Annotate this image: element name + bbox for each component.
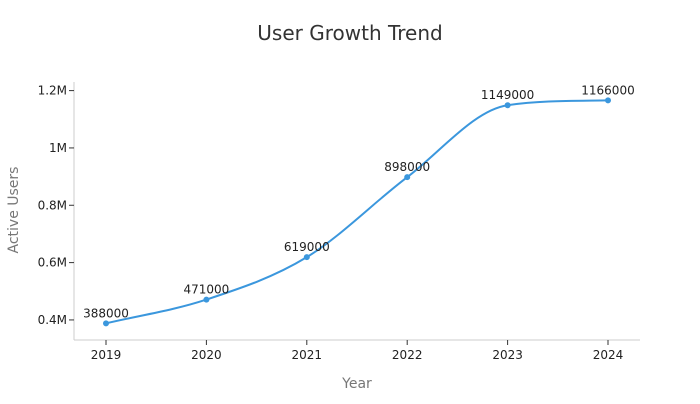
data-point <box>504 102 511 109</box>
data-label: 1166000 <box>581 83 634 97</box>
data-point <box>103 320 109 327</box>
x-tick-label: 2021 <box>292 348 323 362</box>
y-tick-label: 0.4M <box>38 313 67 327</box>
y-ticks: 0.4M 0.6M 0.8M 1M 1.2M <box>38 84 74 327</box>
axes <box>73 82 640 341</box>
x-tick-label: 2022 <box>392 348 423 362</box>
data-label: 471000 <box>183 283 229 297</box>
data-point <box>303 254 310 261</box>
data-point <box>605 97 611 104</box>
x-tick-label: 2019 <box>91 348 122 362</box>
data-label: 388000 <box>83 306 129 320</box>
data-label: 619000 <box>284 240 330 254</box>
x-tick-label: 2020 <box>191 348 222 362</box>
x-ticks: 2019 2020 2021 2022 2023 2024 <box>91 340 624 362</box>
y-axis-title: Active Users <box>6 167 22 254</box>
x-tick-label: 2024 <box>593 348 624 362</box>
y-tick-label: 1.2M <box>38 84 67 98</box>
y-tick-label: 0.8M <box>38 198 67 212</box>
x-tick-label: 2023 <box>492 348 523 362</box>
data-label: 1149000 <box>481 88 534 102</box>
chart-title: User Growth Trend <box>257 21 442 45</box>
y-tick-label: 0.6M <box>38 256 67 270</box>
series-layer <box>103 97 611 327</box>
data-labels: 388000 471000 619000 898000 1149000 1166000 <box>83 83 635 320</box>
x-axis-title: Year <box>341 376 372 392</box>
data-point <box>404 174 411 181</box>
y-tick-label: 1M <box>49 141 67 155</box>
data-label: 898000 <box>384 160 430 174</box>
data-point <box>203 296 210 303</box>
series-line <box>105 99 609 325</box>
